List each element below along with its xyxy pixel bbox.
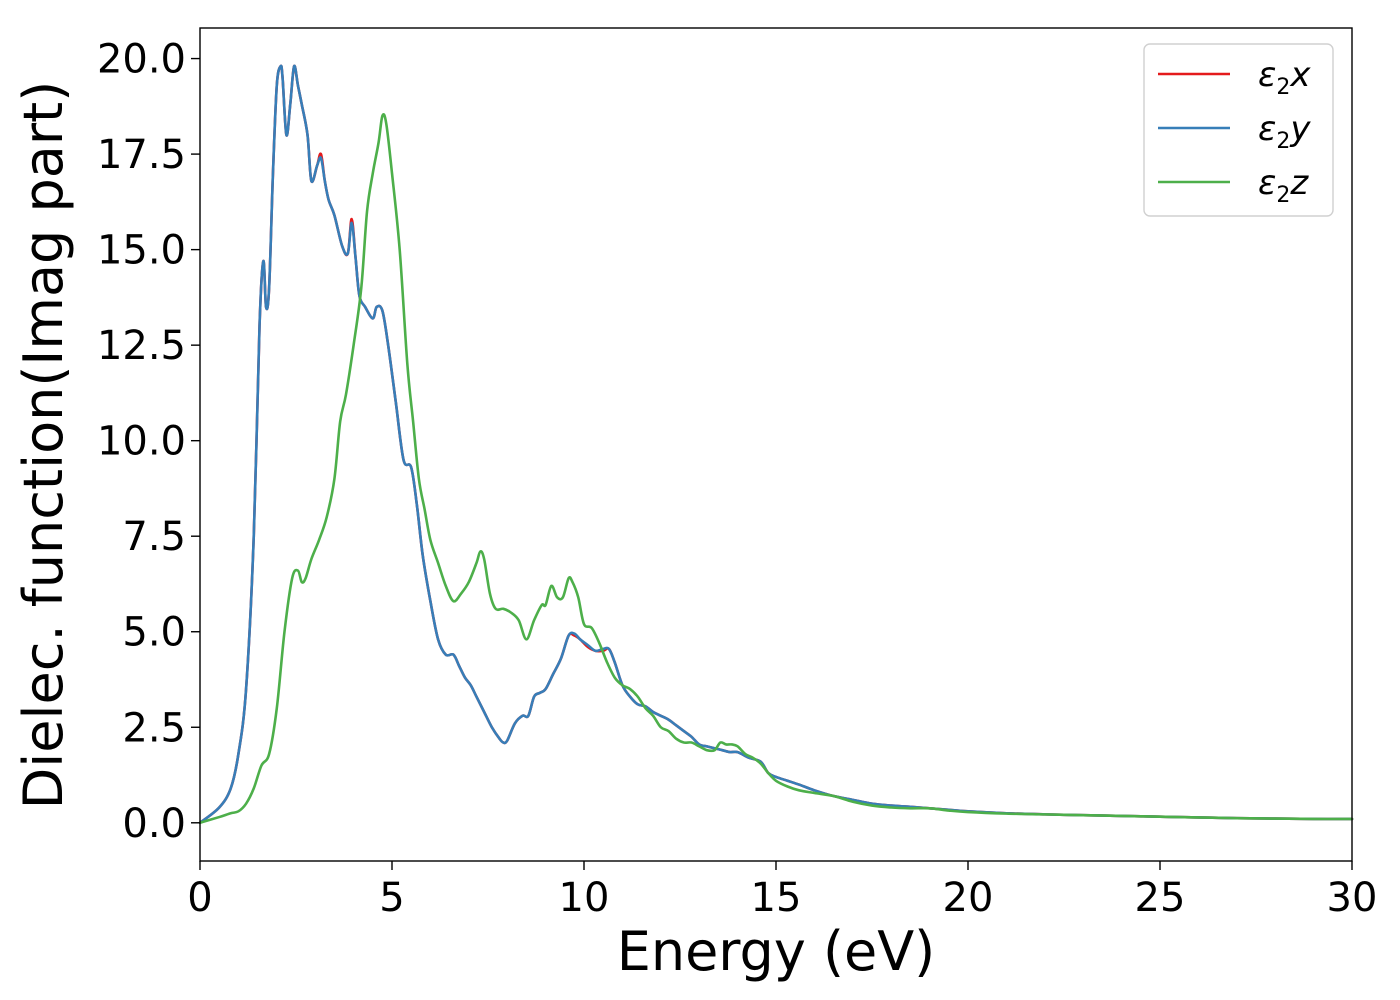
y-tick-label: 2.5 bbox=[122, 705, 186, 751]
legend-item-z: ε2z bbox=[1158, 163, 1309, 208]
y-tick-label: 10.0 bbox=[97, 419, 186, 465]
legend-label: ε2y bbox=[1258, 109, 1311, 154]
legend-box bbox=[1143, 43, 1334, 217]
y-axis-title: Dielec. function(Imag part) bbox=[12, 81, 75, 810]
legend: ε2x ε2y ε2z bbox=[1143, 43, 1334, 217]
y-tick-label: 7.5 bbox=[122, 514, 186, 560]
x-tick-label: 15 bbox=[751, 875, 802, 921]
y-tick-label: 17.5 bbox=[97, 132, 186, 178]
x-axis: 0 5 10 15 20 25 30 bbox=[187, 861, 1377, 921]
x-tick-label: 0 bbox=[187, 875, 212, 921]
y-tick-label: 5.0 bbox=[122, 610, 186, 656]
legend-item-x: ε2x bbox=[1158, 55, 1311, 100]
x-tick-label: 5 bbox=[379, 875, 404, 921]
x-tick-label: 30 bbox=[1327, 875, 1378, 921]
series-line-y bbox=[198, 64, 1354, 825]
legend-item-y: ε2y bbox=[1158, 109, 1311, 154]
y-tick-label: 12.5 bbox=[97, 323, 186, 369]
x-axis-title: Energy (eV) bbox=[617, 920, 936, 983]
x-tick-label: 20 bbox=[943, 875, 994, 921]
legend-label: ε2z bbox=[1258, 163, 1309, 208]
x-tick-label: 10 bbox=[559, 875, 610, 921]
series-layer bbox=[198, 64, 1354, 825]
y-tick-label: 20.0 bbox=[97, 37, 186, 83]
series-line-z bbox=[198, 113, 1354, 825]
y-tick-label: 15.0 bbox=[97, 228, 186, 274]
y-tick-label: 0.0 bbox=[122, 801, 186, 847]
legend-label: ε2x bbox=[1258, 55, 1311, 100]
x-tick-label: 25 bbox=[1135, 875, 1186, 921]
y-axis: 0.0 2.5 5.0 7.5 10.0 12.5 15.0 17.5 20.0 bbox=[97, 37, 200, 847]
